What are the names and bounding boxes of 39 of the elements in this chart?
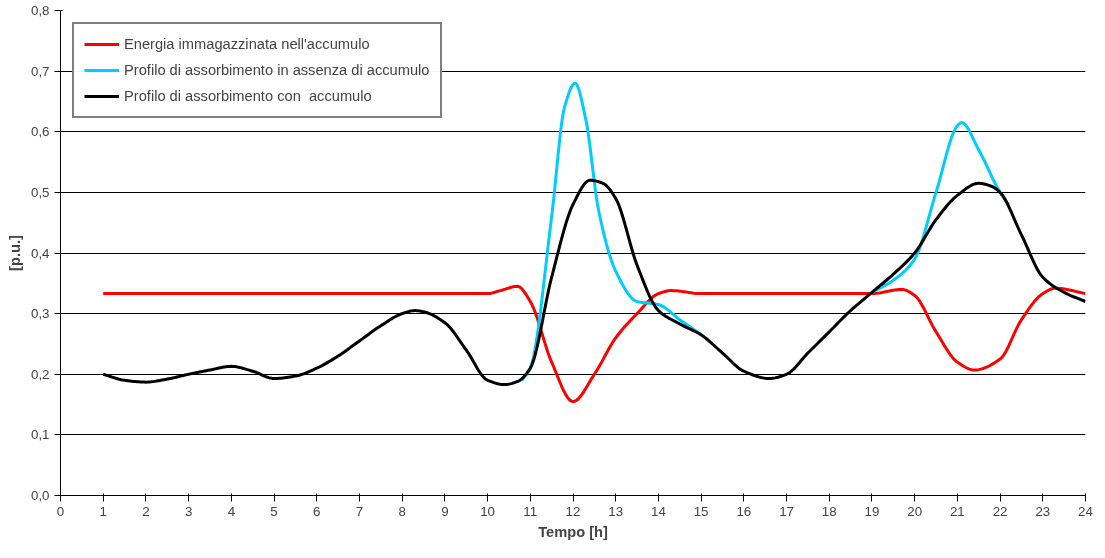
x-tick-label: 21 <box>949 503 965 519</box>
x-tick-label: 9 <box>441 503 449 519</box>
x-tick-label: 23 <box>1035 503 1051 519</box>
x-tick-label: 11 <box>523 503 538 519</box>
x-tick-label: 0 <box>56 503 65 519</box>
x-tick-label: 1 <box>99 503 107 519</box>
x-tick-label: 7 <box>355 503 364 519</box>
y-tick-label: 0,2 <box>30 366 50 382</box>
x-tick-label: 8 <box>398 503 406 519</box>
x-tick-label: 5 <box>270 503 278 519</box>
x-tick-label: 16 <box>736 503 752 519</box>
y-tick-label: 0,3 <box>30 306 50 322</box>
y-tick-label: 0,7 <box>30 63 50 79</box>
x-tick-label: 12 <box>565 503 581 519</box>
x-tick-label: 15 <box>693 503 709 519</box>
x-axis-title: Tempo [h] <box>538 523 608 540</box>
x-tick-label: 13 <box>608 503 624 519</box>
x-tick-label: 20 <box>907 503 923 519</box>
x-tick-label: 10 <box>480 503 495 519</box>
y-tick-label: 0,4 <box>30 245 51 261</box>
y-tick-label: 0,0 <box>30 488 50 503</box>
legend-label: Profilo di assorbimento con accumulo <box>124 88 372 104</box>
legend-label: Profilo di assorbimento in assenza di accumulo <box>124 62 430 78</box>
x-tick-label: 22 <box>992 503 1008 519</box>
x-tick-label: 3 <box>184 503 193 519</box>
x-tick-label: 4 <box>227 503 236 519</box>
x-tick-label: 18 <box>821 503 837 519</box>
y-tick-label: 0,6 <box>30 124 50 140</box>
legend-label: Energia immagazzinata nell'accumulo <box>124 36 370 52</box>
y-tick-label: 0,5 <box>30 184 50 200</box>
y-tick-label: 0,1 <box>30 427 50 443</box>
x-tick-label: 14 <box>651 503 667 519</box>
x-tick-label: 6 <box>313 503 321 519</box>
x-tick-label: 24 <box>1078 503 1094 519</box>
x-tick-label: 17 <box>779 503 794 519</box>
x-tick-label: 2 <box>142 503 150 519</box>
y-tick-label: 0,8 <box>30 3 50 18</box>
y-axis-title: [p.u.] <box>6 234 23 271</box>
x-tick-label: 19 <box>864 503 880 519</box>
